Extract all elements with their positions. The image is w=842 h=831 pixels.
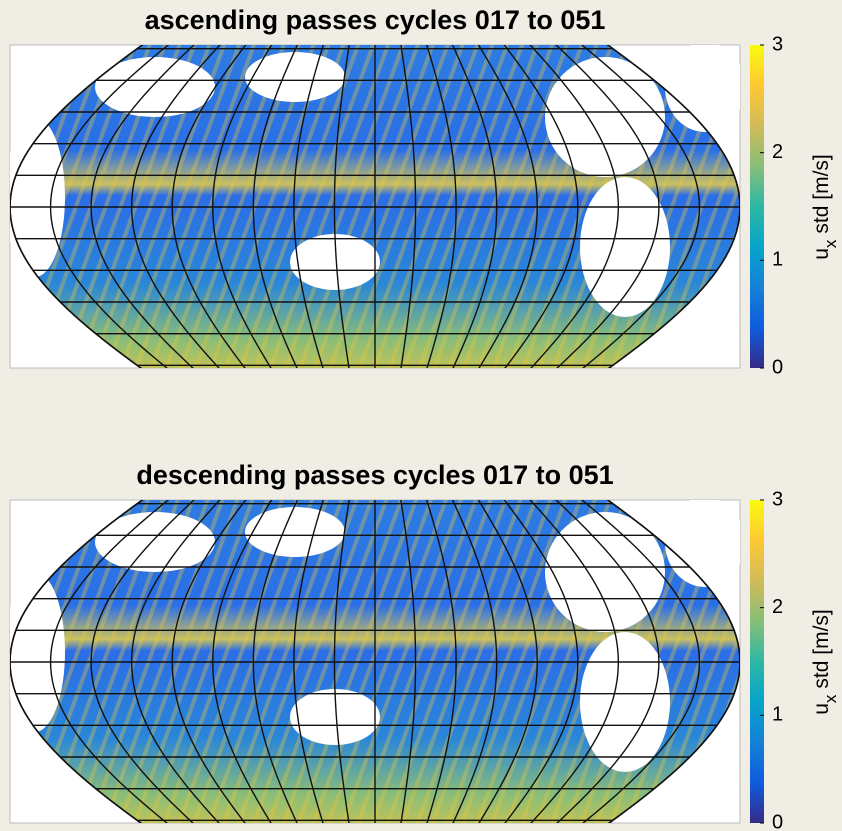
panel-title: ascending passes cycles 017 to 051 <box>145 5 606 35</box>
meridian <box>451 45 498 368</box>
meridian <box>130 500 221 823</box>
meridian <box>503 45 579 368</box>
meridian <box>477 45 538 368</box>
meridian <box>400 45 417 368</box>
colorbar-label-subscript: x <box>821 239 840 248</box>
land <box>580 177 670 317</box>
meridian <box>90 500 195 823</box>
colorbar <box>750 500 764 823</box>
meridian <box>293 45 324 368</box>
colorbar-tick-label: 0 <box>772 811 783 831</box>
colorbar-tick-label: 3 <box>772 488 783 510</box>
meridian <box>400 500 417 823</box>
colorbar <box>750 45 764 368</box>
meridian <box>477 500 538 823</box>
land <box>665 500 740 587</box>
land <box>290 689 380 745</box>
colorbar-label-base: u <box>810 703 833 715</box>
map <box>10 45 740 368</box>
meridian <box>49 500 170 823</box>
colorbar-tick-label: 0 <box>772 356 783 378</box>
meridian <box>171 500 247 823</box>
meridian <box>90 45 195 368</box>
panel-title: descending passes cycles 017 to 051 <box>136 460 613 490</box>
meridian <box>212 45 273 368</box>
map-outline <box>10 45 740 368</box>
colorbar-tick-label: 1 <box>772 249 783 271</box>
meridian <box>426 500 457 823</box>
meridian <box>333 500 350 823</box>
meridian <box>252 45 299 368</box>
meridian <box>333 45 350 368</box>
colorbar-label-rest: std [m/s] <box>810 609 833 688</box>
colorbar-label-rest: std [m/s] <box>810 154 833 233</box>
map <box>10 500 740 823</box>
meridian <box>529 500 620 823</box>
map-outline <box>10 500 740 823</box>
colorbar-tick-label: 3 <box>772 33 783 55</box>
meridian <box>555 500 660 823</box>
colorbar-tick-label: 2 <box>772 596 783 618</box>
land <box>95 512 215 572</box>
land <box>545 57 665 177</box>
panel: descending passes cycles 017 to 051 0 1 2 3 u… <box>9 460 840 831</box>
colorbar-tick-label: 1 <box>772 704 783 726</box>
meridian <box>171 45 247 368</box>
meridian <box>252 500 299 823</box>
land <box>580 632 670 772</box>
meridian <box>503 500 579 823</box>
meridian <box>212 500 273 823</box>
colorbar-label: ux std [m/s] <box>810 609 840 715</box>
land <box>245 52 345 102</box>
meridian <box>451 500 498 823</box>
land <box>665 45 740 132</box>
meridian <box>529 45 620 368</box>
meridian <box>580 500 701 823</box>
colorbar-label: ux std [m/s] <box>810 154 840 260</box>
colorbar-tick-label: 2 <box>772 141 783 163</box>
meridian <box>555 45 660 368</box>
meridian <box>293 500 324 823</box>
panel: ascending passes cycles 017 to 051 0 1 2 3 ux… <box>9 5 840 378</box>
colorbar-label-subscript: x <box>821 694 840 703</box>
land <box>95 57 215 117</box>
meridian <box>580 45 701 368</box>
land <box>290 234 380 290</box>
land <box>545 512 665 632</box>
meridian <box>130 45 221 368</box>
meridian <box>49 45 170 368</box>
meridian <box>426 45 457 368</box>
land <box>245 507 345 557</box>
colorbar-label-base: u <box>810 248 833 260</box>
